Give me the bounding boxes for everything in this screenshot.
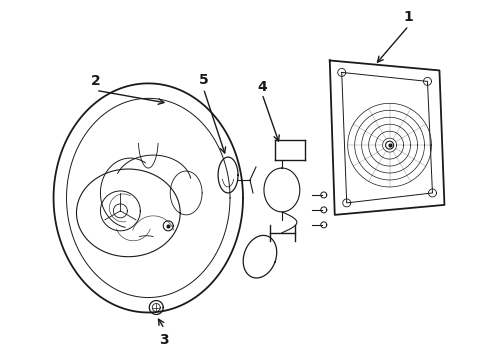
Text: 4: 4 xyxy=(257,80,267,94)
Text: 3: 3 xyxy=(160,333,169,347)
Text: 2: 2 xyxy=(91,75,101,89)
Text: 1: 1 xyxy=(404,10,414,24)
Text: 5: 5 xyxy=(198,73,208,87)
